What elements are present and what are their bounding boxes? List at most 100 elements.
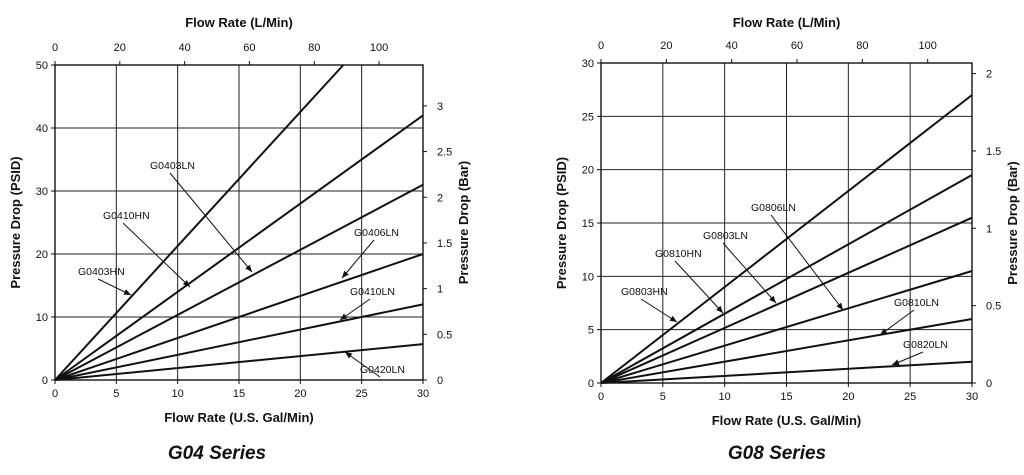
y-tick-label: 20 xyxy=(36,249,48,261)
series-arrowhead xyxy=(182,280,190,287)
series-line-g0410hn xyxy=(54,183,424,381)
y-right-axis-title: Pressure Drop (Bar) xyxy=(456,161,471,285)
y-tick-label: 40 xyxy=(36,123,48,135)
x-tick-label: 5 xyxy=(660,391,666,403)
x-tick-label: 25 xyxy=(904,391,916,403)
y-tick-label: 0 xyxy=(42,375,48,387)
y-axis-title: Pressure Drop (PSID) xyxy=(554,157,569,289)
series-line-g0810hn xyxy=(600,174,973,384)
x-top-tick-label: 0 xyxy=(598,40,604,52)
y-axis-title: Pressure Drop (PSID) xyxy=(8,156,23,288)
series-arrowhead xyxy=(340,313,348,320)
y-tick-label: 50 xyxy=(36,60,48,72)
series-line-g0810ln xyxy=(600,318,973,384)
x-top-tick-label: 0 xyxy=(52,42,58,54)
y-right-tick-label: 0 xyxy=(986,378,992,390)
series-leader-line xyxy=(770,214,844,311)
y-right-tick-label: 3 xyxy=(437,101,443,113)
series-leader-line xyxy=(674,260,724,314)
series-leader-line xyxy=(344,351,381,378)
series-arrowhead xyxy=(836,302,843,310)
series-label-g0803hn: G0803HN xyxy=(621,286,668,298)
series-label-g0803ln: G0803LN xyxy=(703,230,748,242)
series-line-g0820ln xyxy=(600,360,973,384)
x-tick-label: 30 xyxy=(966,391,978,403)
x-tick-label: 30 xyxy=(417,388,429,400)
chart-g04-series: 0 5 10 15 20 25 30 0 20 40 60 80 100 0 10 20 30 40 50 0 0.5 1… xyxy=(8,15,471,464)
y-tick-label: 30 xyxy=(582,58,594,70)
y-tick-label: 20 xyxy=(582,165,594,177)
y-right-tick-label: 0.5 xyxy=(986,301,1001,313)
series-arrowhead xyxy=(669,315,677,322)
series-arrowhead xyxy=(345,352,353,359)
x-tick-label: 0 xyxy=(52,388,58,400)
y-right-tick-label: 2 xyxy=(986,69,992,81)
series-label-g0806ln: G0806LN xyxy=(751,202,796,214)
series-arrowhead xyxy=(892,359,900,366)
x-top-tick-label: 40 xyxy=(726,40,738,52)
x-top-tick-label: 100 xyxy=(370,42,388,54)
series-line-g0806ln xyxy=(600,270,973,384)
series-leader-line xyxy=(879,309,915,336)
x-tick-label: 10 xyxy=(719,391,731,403)
x-top-tick-label: 60 xyxy=(791,40,803,52)
x-tick-label: 5 xyxy=(113,388,119,400)
series-label-g0410ln: G0410LN xyxy=(350,286,395,298)
series-leader-line xyxy=(640,298,678,323)
x-top-tick-label: 80 xyxy=(308,42,320,54)
series-line-g0420ln xyxy=(54,343,424,381)
y-tick-label: 15 xyxy=(582,218,594,230)
series-label-g0406ln: G0406LN xyxy=(354,227,399,239)
series-line-g0403ln xyxy=(54,114,424,381)
y-right-tick-label: 1.5 xyxy=(437,238,452,250)
y-tick-label: 25 xyxy=(582,111,594,123)
x-tick-label: 20 xyxy=(294,388,306,400)
y-tick-label: 5 xyxy=(588,325,594,337)
series-label-g0403ln: G0403LN xyxy=(150,160,195,172)
y-right-tick-label: 0.5 xyxy=(437,329,452,341)
series-arrowhead xyxy=(245,264,252,272)
x-tick-label: 10 xyxy=(172,388,184,400)
series-label-g0810ln: G0810LN xyxy=(894,297,939,309)
series-arrowhead xyxy=(342,270,349,278)
x-top-tick-label: 80 xyxy=(856,40,868,52)
x-tick-label: 15 xyxy=(780,391,792,403)
chart-g08-series: 0 5 10 15 20 25 30 0 20 40 60 80 100 0 5 10 15 20 25 30 0 0.5… xyxy=(554,15,1020,464)
x-axis-title: Flow Rate (U.S. Gal/Min) xyxy=(164,410,314,425)
series-label-g0810hn: G0810HN xyxy=(655,248,702,260)
series-label-g0420ln: G0420LN xyxy=(360,364,405,376)
x-axis-title: Flow Rate (U.S. Gal/Min) xyxy=(712,413,862,428)
x-top-tick-label: 60 xyxy=(243,42,255,54)
x-top-axis-title: Flow Rate (L/Min) xyxy=(185,15,293,30)
series-line-g0803hn xyxy=(600,94,973,384)
series-line-g0403hn xyxy=(54,64,345,381)
series-arrowhead xyxy=(769,295,776,303)
x-top-tick-label: 100 xyxy=(919,40,937,52)
y-right-axis-title: Pressure Drop (Bar) xyxy=(1005,161,1020,285)
x-top-axis-title: Flow Rate (L/Min) xyxy=(733,15,841,30)
series-leader-line xyxy=(722,242,777,304)
x-tick-label: 15 xyxy=(233,388,245,400)
series-arrowhead xyxy=(880,328,888,335)
y-tick-label: 0 xyxy=(588,378,594,390)
x-top-tick-label: 20 xyxy=(114,42,126,54)
series-leader-line xyxy=(122,222,191,288)
series-leader-line xyxy=(169,172,253,273)
series-leader-line xyxy=(341,239,375,279)
x-tick-label: 20 xyxy=(842,391,854,403)
y-right-tick-label: 2.5 xyxy=(437,147,452,159)
series-line-g0406ln xyxy=(54,253,424,381)
series-label-g0820ln: G0820LN xyxy=(903,339,948,351)
x-tick-label: 0 xyxy=(598,391,604,403)
y-right-tick-label: 1.5 xyxy=(986,146,1001,158)
series-label-g0410hn: G0410HN xyxy=(103,210,150,222)
series-label-g0403hn: G0403HN xyxy=(78,266,125,278)
x-top-tick-label: 40 xyxy=(178,42,190,54)
chart-caption: G08 Series xyxy=(728,443,826,464)
series-arrowhead xyxy=(123,289,131,295)
y-tick-label: 30 xyxy=(36,186,48,198)
series-line-g0410ln xyxy=(54,303,424,381)
y-tick-label: 10 xyxy=(36,312,48,324)
x-tick-label: 25 xyxy=(356,388,368,400)
chart-caption: G04 Series xyxy=(168,443,266,464)
